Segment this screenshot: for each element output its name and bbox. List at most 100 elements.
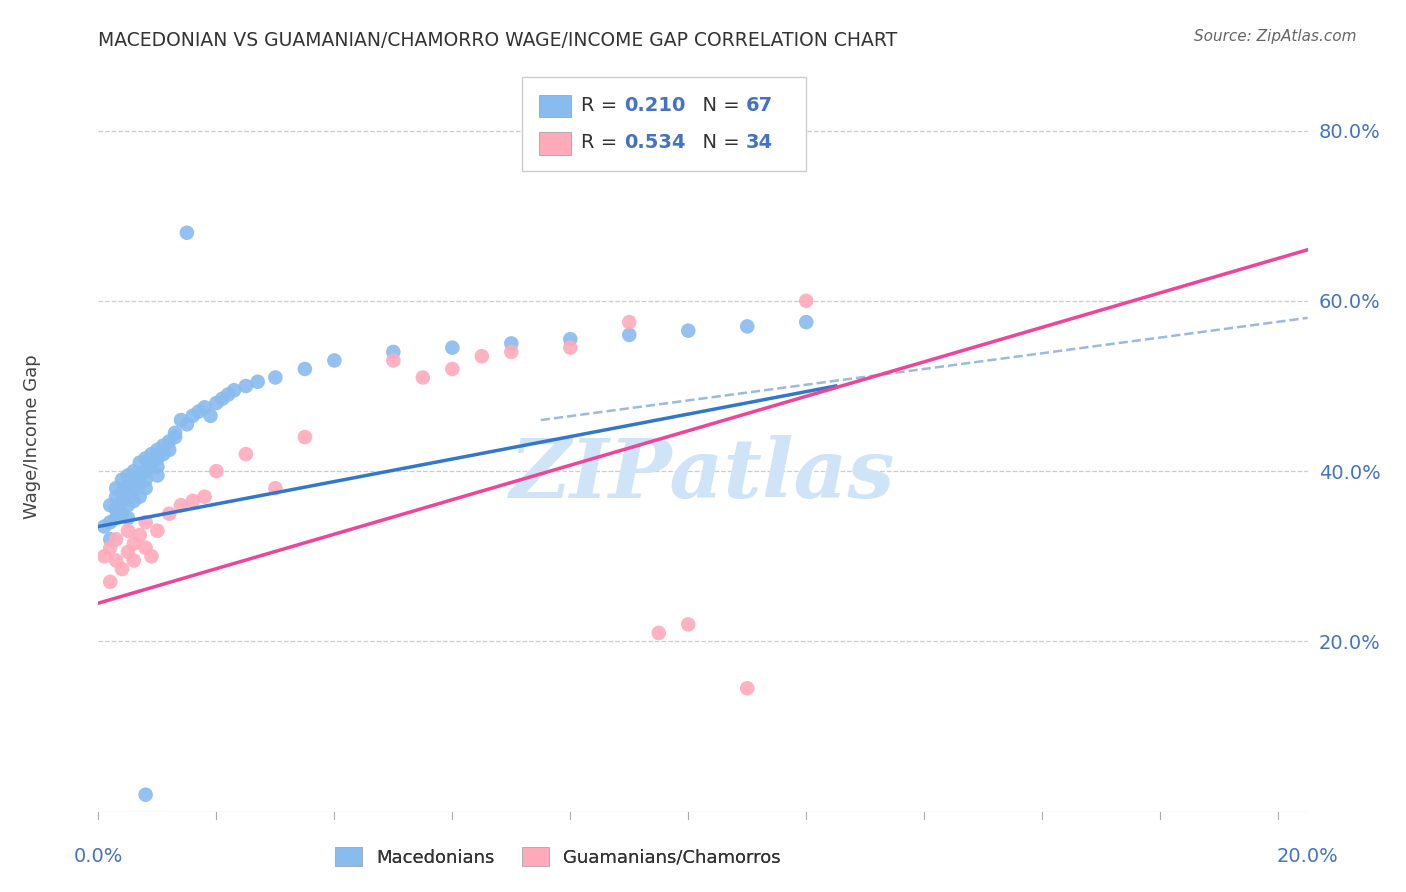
Point (135, 788, 157, 802)
Point (194, 401, 217, 415)
Point (217, 387, 239, 401)
Point (98, 498, 121, 512)
Point (165, 425, 187, 440)
Point (246, 375, 269, 389)
Point (98, 574, 121, 589)
Point (111, 473, 134, 487)
Point (235, 447, 257, 461)
Point (501, 336, 523, 351)
Point (128, 476, 150, 491)
Point (181, 494, 204, 508)
Point (105, 502, 128, 516)
Point (117, 498, 139, 512)
Point (323, 353, 346, 368)
Point (98, 533, 121, 547)
Point (122, 473, 145, 487)
Point (135, 473, 157, 487)
Point (146, 524, 169, 538)
Point (111, 507, 134, 521)
Point (105, 481, 128, 495)
Point (264, 481, 287, 495)
Point (181, 409, 204, 423)
Point (382, 345, 405, 359)
Point (146, 468, 169, 483)
Text: R =: R = (581, 133, 623, 153)
Point (122, 536, 145, 550)
Point (141, 549, 163, 564)
Point (122, 553, 145, 567)
Point (105, 553, 128, 567)
Point (264, 370, 287, 384)
Text: Source: ZipAtlas.com: Source: ZipAtlas.com (1194, 29, 1357, 44)
FancyBboxPatch shape (522, 78, 806, 171)
Point (117, 545, 139, 559)
Point (122, 494, 145, 508)
Point (619, 315, 641, 329)
Point (211, 392, 233, 406)
Point (294, 362, 316, 376)
Point (170, 413, 193, 427)
Point (93, 519, 115, 533)
Point (735, 319, 758, 334)
Point (128, 468, 150, 483)
Point (200, 409, 222, 423)
Point (412, 370, 434, 384)
Point (122, 464, 145, 478)
Text: 0.210: 0.210 (624, 95, 686, 115)
Point (794, 293, 817, 308)
Point (105, 490, 128, 504)
Point (141, 447, 163, 461)
Point (176, 417, 198, 432)
Point (501, 345, 523, 359)
Point (135, 464, 157, 478)
Point (135, 451, 157, 466)
Point (141, 459, 163, 474)
Point (794, 315, 817, 329)
Point (146, 451, 169, 466)
Point (141, 456, 163, 470)
Point (157, 442, 180, 457)
Point (135, 481, 157, 495)
Point (117, 476, 139, 491)
Point (152, 439, 174, 453)
Point (441, 362, 464, 376)
Point (146, 459, 169, 474)
Point (648, 626, 671, 640)
Text: 20.0%: 20.0% (1277, 847, 1339, 866)
Point (135, 541, 157, 555)
Point (382, 353, 405, 368)
Point (111, 485, 134, 500)
Point (165, 430, 187, 444)
Point (117, 485, 139, 500)
Point (128, 490, 150, 504)
Point (441, 341, 464, 355)
Point (122, 481, 145, 495)
Point (294, 430, 316, 444)
Point (157, 507, 180, 521)
Point (471, 349, 494, 363)
Point (135, 515, 157, 529)
Point (187, 404, 209, 418)
Point (235, 379, 257, 393)
Point (560, 341, 582, 355)
Point (222, 384, 245, 398)
Point (146, 442, 169, 457)
Point (205, 396, 228, 410)
Text: Wage/Income Gap: Wage/Income Gap (22, 355, 41, 519)
Point (735, 681, 758, 696)
Point (111, 562, 134, 576)
Point (157, 434, 180, 449)
Point (205, 464, 228, 478)
FancyBboxPatch shape (538, 95, 571, 117)
Point (93, 549, 115, 564)
Text: MACEDONIAN VS GUAMANIAN/CHAMORRO WAGE/INCOME GAP CORRELATION CHART: MACEDONIAN VS GUAMANIAN/CHAMORRO WAGE/IN… (98, 30, 897, 50)
Point (117, 468, 139, 483)
Text: 0.0%: 0.0% (73, 847, 124, 866)
Point (98, 515, 121, 529)
FancyBboxPatch shape (538, 132, 571, 154)
Text: R =: R = (581, 95, 623, 115)
Text: 67: 67 (745, 95, 772, 115)
Point (194, 490, 217, 504)
Point (117, 524, 139, 538)
Point (170, 498, 193, 512)
